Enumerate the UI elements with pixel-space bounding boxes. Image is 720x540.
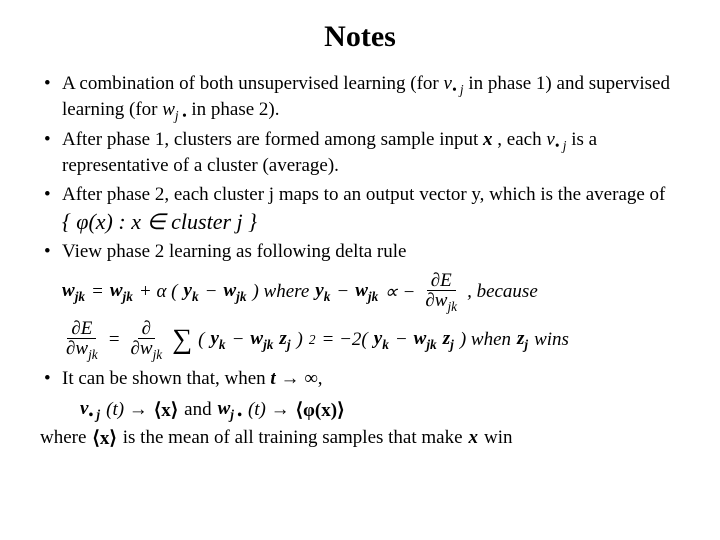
text: where xyxy=(40,427,86,449)
text: is the mean of all training samples that… xyxy=(123,427,463,449)
bullet-4: View phase 2 learning as following delta… xyxy=(40,240,680,265)
formula-convergence: v• j (t) → ⟨x⟩ and wj • (t) → ⟨φ(x)⟩ whe… xyxy=(80,398,680,450)
set-expr: { φ(x) : x ∈ cluster j } xyxy=(62,209,257,234)
slide-title: Notes xyxy=(40,20,680,54)
slide-container: Notes A combination of both unsupervised… xyxy=(0,0,720,476)
text: After phase 1, clusters are formed among… xyxy=(62,129,483,150)
text: , each xyxy=(493,129,547,150)
text: View phase 2 learning as following delta… xyxy=(62,241,406,262)
text: win xyxy=(484,427,513,449)
formula-2: ∂E ∂wjk = ∂ ∂wjk ∑ ( yk − wjk zj )2 = −2… xyxy=(62,319,680,361)
text: in phase 2). xyxy=(187,99,280,120)
text: , xyxy=(318,368,323,389)
var-v: v• j xyxy=(546,129,566,150)
sigma-icon: ∑ xyxy=(172,329,192,351)
bullet-list: A combination of both unsupervised learn… xyxy=(40,72,680,265)
var-v: v• j xyxy=(444,73,464,94)
var-x: x xyxy=(483,129,493,150)
limit: t → ∞ xyxy=(270,368,317,389)
bullet-1: A combination of both unsupervised learn… xyxy=(40,72,680,124)
bullet-3: After phase 2, each cluster j maps to an… xyxy=(40,183,680,236)
bullet-list-2: It can be shown that, when t → ∞, xyxy=(40,367,680,392)
text: It can be shown that, when xyxy=(62,368,270,389)
text: After phase 2, each cluster j maps to an… xyxy=(62,184,665,205)
bullet-2: After phase 1, clusters are formed among… xyxy=(40,128,680,179)
bullet-5: It can be shown that, when t → ∞, xyxy=(40,367,680,392)
formula-1: wjk = wjk + α ( yk − wjk ) where yk − wj… xyxy=(62,271,680,313)
text: A combination of both unsupervised learn… xyxy=(62,73,444,94)
var-w: wj • xyxy=(162,99,186,120)
